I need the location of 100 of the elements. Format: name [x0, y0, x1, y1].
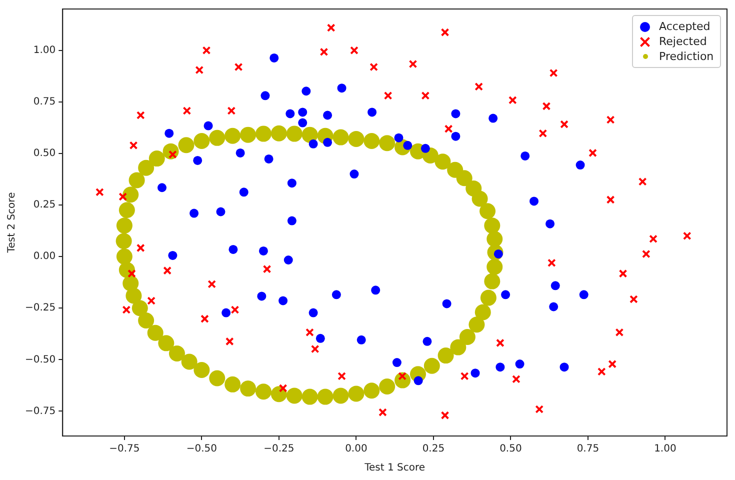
point [208, 280, 216, 288]
point [257, 292, 266, 301]
point [546, 219, 555, 228]
point [163, 266, 172, 275]
point [488, 114, 498, 123]
point [496, 338, 504, 348]
point [337, 84, 346, 93]
point [408, 60, 418, 68]
point [230, 306, 240, 314]
legend-label: Accepted [659, 19, 710, 34]
point [236, 148, 245, 158]
point [421, 91, 430, 100]
point [136, 111, 145, 120]
legend-label: Rejected [659, 34, 707, 49]
y-tick-label: −0.25 [24, 302, 56, 314]
y-tick-label: 0.75 [33, 96, 56, 108]
point [451, 109, 460, 118]
point [326, 24, 336, 32]
point [332, 290, 341, 300]
point [338, 372, 346, 380]
point [512, 374, 520, 384]
point [508, 96, 517, 104]
point [128, 269, 136, 278]
point [474, 82, 484, 91]
point [287, 178, 296, 188]
point [306, 328, 314, 337]
point [579, 290, 588, 300]
point [350, 170, 359, 179]
point [323, 110, 332, 120]
point [239, 188, 248, 197]
point [264, 154, 274, 164]
point [549, 68, 558, 78]
point [350, 46, 358, 55]
point [270, 53, 279, 62]
point [298, 118, 308, 128]
x-tick-label: 1.00 [654, 444, 676, 455]
point [451, 132, 460, 141]
point [193, 156, 202, 165]
point [222, 308, 231, 318]
x-tick-label: −0.50 [186, 444, 218, 455]
point [560, 362, 569, 372]
point [286, 109, 295, 118]
point [384, 91, 392, 100]
point [370, 62, 378, 72]
point [278, 296, 288, 306]
point [460, 372, 469, 380]
point [316, 334, 325, 343]
x-tick-label: −0.25 [264, 444, 294, 455]
point [147, 296, 156, 305]
point [496, 362, 505, 372]
point [129, 141, 138, 150]
x-tick-label: 0.50 [500, 444, 522, 455]
point [96, 188, 104, 196]
point [550, 281, 560, 290]
point [615, 328, 624, 337]
point [356, 335, 366, 344]
point [630, 295, 638, 304]
point [420, 144, 430, 153]
y-tick-label: 0.00 [33, 251, 56, 262]
point [638, 177, 647, 186]
point [298, 108, 308, 117]
y-tick-label: −0.75 [24, 406, 56, 417]
point [588, 148, 597, 158]
x-tick-label: 0.00 [345, 444, 368, 455]
point [204, 121, 213, 130]
point [234, 62, 243, 72]
point [549, 302, 558, 312]
point [260, 91, 270, 100]
point [228, 244, 238, 254]
point [258, 246, 268, 256]
point [618, 269, 628, 278]
point [323, 138, 332, 147]
point [202, 46, 211, 55]
x-axis-title: Test 1 Score [364, 462, 426, 474]
y-tick-label: −0.50 [24, 354, 56, 366]
point [158, 183, 166, 192]
point [414, 376, 423, 386]
point [287, 216, 296, 226]
point [378, 408, 387, 416]
x-tick-label: 0.75 [576, 444, 600, 455]
point [122, 306, 131, 314]
point [278, 384, 288, 392]
x-tick-label: 0.25 [422, 444, 445, 455]
point [182, 106, 192, 115]
point [284, 256, 293, 265]
point [606, 196, 615, 204]
point [225, 337, 234, 346]
y-axis-title: Test 2 Score [6, 192, 18, 254]
y-tick-label: 1.00 [33, 44, 56, 56]
point [470, 368, 480, 378]
point [136, 244, 145, 252]
x-tick-label: −0.75 [109, 444, 140, 455]
point [542, 102, 551, 110]
point [200, 314, 209, 323]
point [310, 344, 320, 354]
point [642, 250, 650, 258]
point [444, 124, 453, 133]
point [548, 258, 556, 268]
point [501, 290, 510, 300]
point [308, 308, 318, 318]
